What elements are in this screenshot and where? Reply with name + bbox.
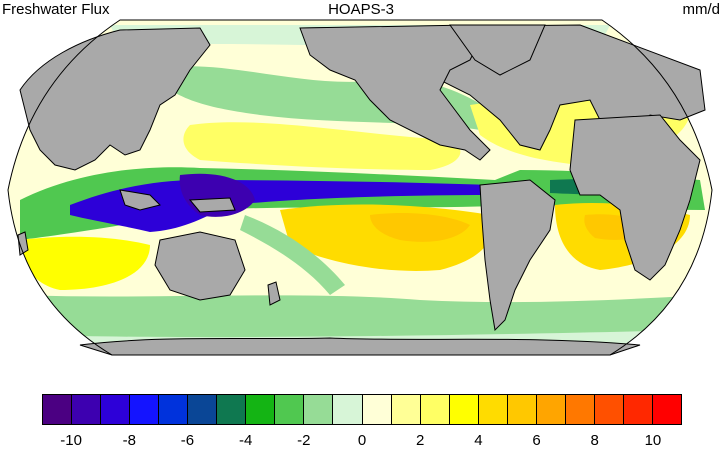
colorbar-cell <box>159 395 189 424</box>
colorbar-cell <box>536 395 566 424</box>
colorbar-cell <box>507 395 537 424</box>
colorbar-cell <box>449 395 479 424</box>
colorbar-cell <box>188 395 218 424</box>
colorbar-tick-label: -2 <box>297 432 311 449</box>
landmass-north-america <box>299 24 491 161</box>
land-masses <box>17 24 706 356</box>
colorbar-cell <box>101 395 131 424</box>
colorbar-tick-label: 2 <box>416 432 425 449</box>
colorbar-cell <box>652 395 682 424</box>
landmass-australia <box>154 231 246 301</box>
colorbar-cell <box>623 395 653 424</box>
colorbar-cell <box>420 395 450 424</box>
map-title-left: Freshwater Flux <box>2 1 110 18</box>
colorbar-tick-label: 10 <box>644 432 662 449</box>
colorbar-tick-label: 8 <box>590 432 599 449</box>
flux-region-indian-ocean-subtropical <box>20 236 150 290</box>
colorbar-tick-labels: -10 -8 -6 -4 -2 0 2 4 6 8 10 <box>0 432 722 450</box>
flux-region-south-pacific-convergence <box>240 215 345 295</box>
landmass-madagascar <box>17 231 29 256</box>
colorbar-tick-label: 0 <box>357 432 367 449</box>
colorbar-cell <box>275 395 305 424</box>
colorbar-cell <box>565 395 595 424</box>
colorbar-cell <box>333 395 363 424</box>
flux-region-north-pacific-subtropical <box>183 122 461 170</box>
colorbar-cell <box>130 395 160 424</box>
colorbar-tick-label: 4 <box>474 432 483 449</box>
colorbar-cell <box>43 395 73 424</box>
colorbar-cell <box>304 395 334 424</box>
colorbar-cell <box>246 395 276 424</box>
landmass-indonesia <box>119 189 236 213</box>
map-units-label: mm/d <box>682 1 721 18</box>
flux-region-itcz-core <box>70 180 490 232</box>
world-map <box>7 19 713 356</box>
colorbar-tick-label: -6 <box>180 432 195 449</box>
flux-region-south-pacific-core <box>370 213 470 242</box>
colorbar-tick-label: -10 <box>60 432 82 449</box>
colorbar-tick-label: 6 <box>532 432 541 449</box>
colorbar-cell <box>478 395 508 424</box>
colorbar-cell <box>72 395 102 424</box>
landmass-antarctica <box>79 337 641 356</box>
globe-outline <box>7 19 713 356</box>
map-title-center: HOAPS-3 <box>328 1 394 18</box>
colorbar-cell <box>391 395 421 424</box>
landmass-africa <box>569 114 701 281</box>
colorbar-tick-label: -4 <box>238 432 253 449</box>
landmass-greenland <box>449 24 546 76</box>
colorbar-cell <box>217 395 247 424</box>
colorbar-tick-label: -8 <box>122 432 136 449</box>
landmass-new-zealand <box>267 281 281 306</box>
landmass-south-america <box>479 179 556 332</box>
colorbar-cell <box>594 395 624 424</box>
colorbar <box>42 394 682 425</box>
colorbar-cell <box>362 395 392 424</box>
